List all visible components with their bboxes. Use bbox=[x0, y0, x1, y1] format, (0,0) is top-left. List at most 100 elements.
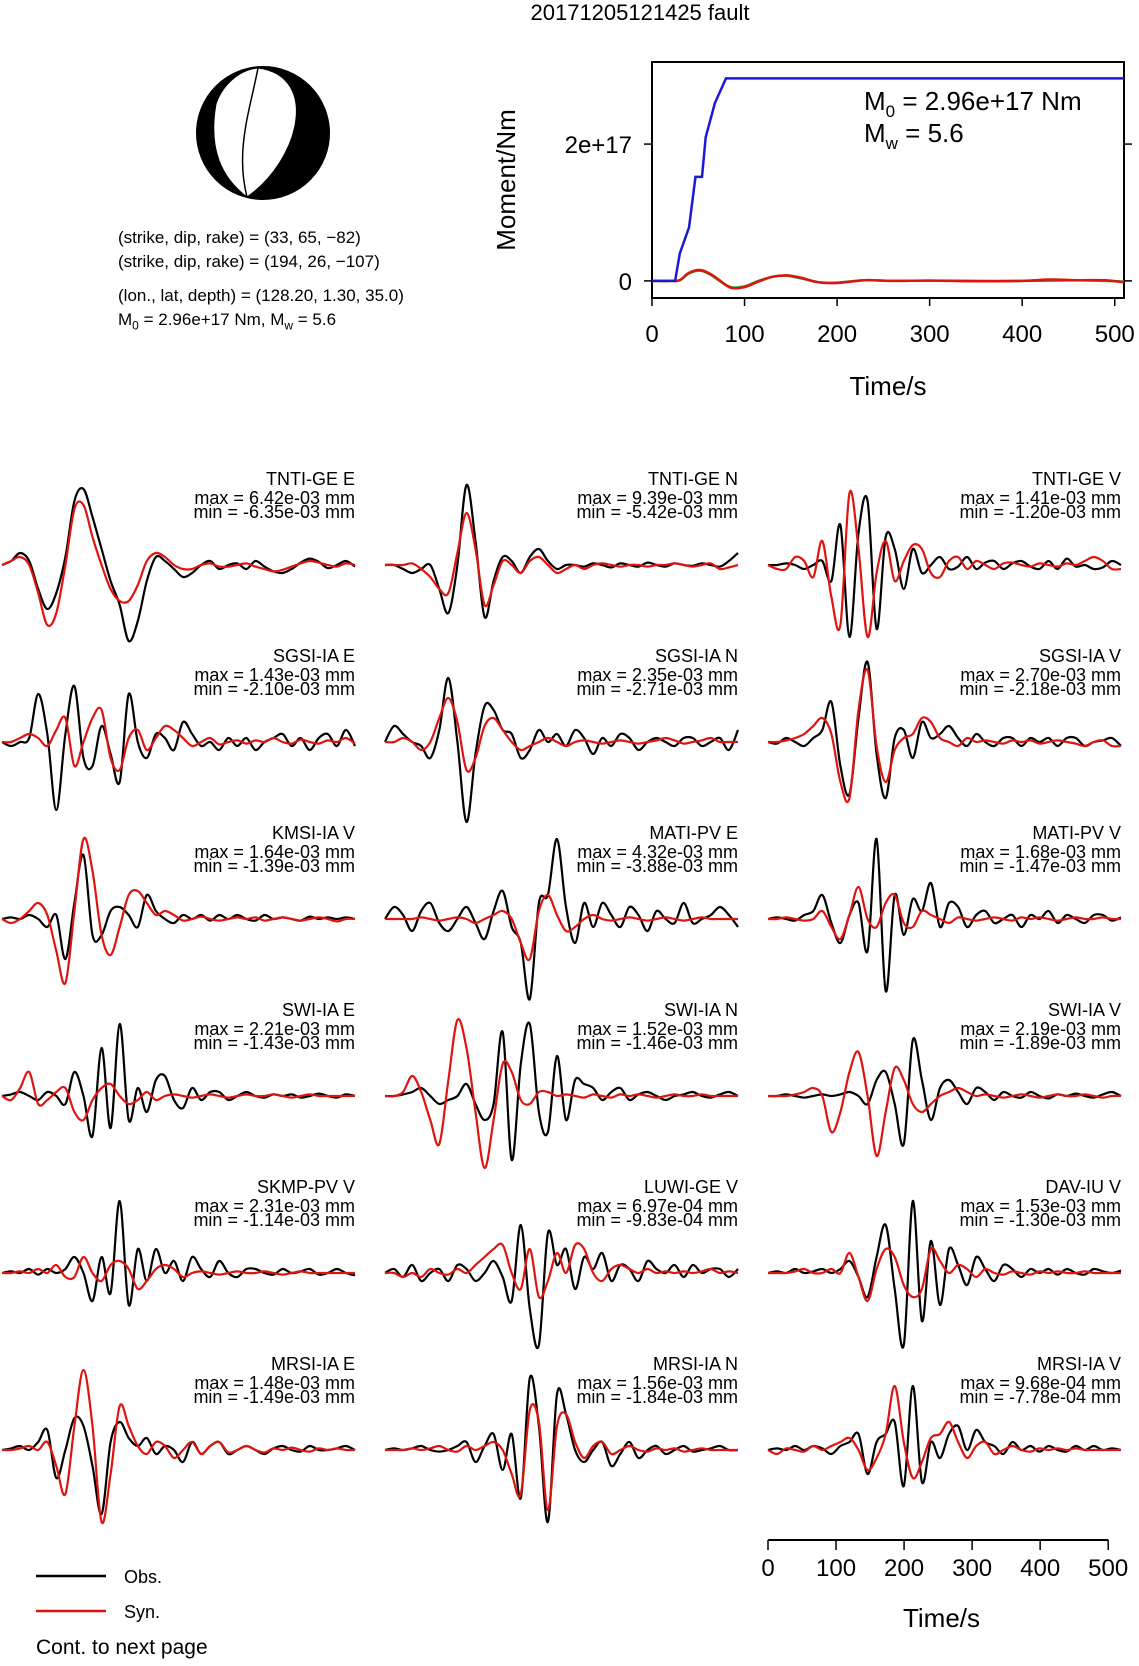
min-amplitude-label: min = -9.83e-04 mm bbox=[576, 1210, 738, 1230]
waveform-time-axis: 0 100 200 300 400 500 Time/s bbox=[761, 1539, 1128, 1633]
max-amplitude-label: max = 4.32e-03 mm bbox=[577, 842, 738, 862]
station-label: TNTI-GE E bbox=[266, 469, 355, 489]
max-amplitude-label: max = 2.70e-03 mm bbox=[960, 665, 1121, 685]
syn-trace bbox=[1, 1368, 356, 1525]
station-label: SGSI-IA V bbox=[1039, 646, 1121, 666]
time-axis-tick-label: 0 bbox=[761, 1555, 774, 1582]
mechanism-plane-1: (strike, dip, rake) = (33, 65, −82) bbox=[118, 228, 361, 247]
moment-x-tick-label: 300 bbox=[910, 321, 950, 348]
m0-symbol: M bbox=[118, 310, 133, 329]
obs-trace bbox=[767, 1199, 1122, 1349]
moment-x-tick-label: 500 bbox=[1095, 321, 1135, 348]
min-amplitude-label: min = -6.35e-03 mm bbox=[193, 502, 355, 522]
max-amplitude-label: max = 6.97e-04 mm bbox=[577, 1196, 738, 1216]
syn-trace bbox=[767, 489, 1122, 639]
min-amplitude-label: min = -1.46e-03 mm bbox=[576, 1033, 738, 1053]
continuation-note: Cont. to next page bbox=[36, 1636, 208, 1659]
obs-trace bbox=[384, 837, 739, 1001]
moment-x-tick-label: 0 bbox=[645, 321, 658, 348]
legend-label-syn: Syn. bbox=[124, 1602, 160, 1622]
time-axis-tick-label: 100 bbox=[816, 1555, 856, 1582]
max-amplitude-label: max = 1.53e-03 mm bbox=[960, 1196, 1121, 1216]
m0-value: = 2.96e+17 Nm, M bbox=[138, 310, 285, 329]
time-axis-tick-label: 200 bbox=[884, 1555, 924, 1582]
station-label: SWI-IA V bbox=[1048, 1000, 1121, 1020]
moment-x-tick-label: 100 bbox=[725, 321, 765, 348]
moment-m0-annotation: M0 = 2.96e+17 Nm bbox=[864, 86, 1082, 121]
syn-trace bbox=[1, 706, 356, 773]
max-amplitude-label: max = 2.35e-03 mm bbox=[577, 665, 738, 685]
max-amplitude-label: max = 1.43e-03 mm bbox=[194, 665, 355, 685]
time-axis-tick-label: 300 bbox=[952, 1555, 992, 1582]
station-label: MRSI-IA V bbox=[1037, 1354, 1121, 1374]
moment-plot-frame bbox=[651, 61, 1125, 299]
station-label: KMSI-IA V bbox=[272, 823, 355, 843]
syn-trace bbox=[384, 1403, 738, 1512]
moment-x-tick-label: 400 bbox=[1002, 321, 1042, 348]
min-amplitude-label: min = -7.78e-04 mm bbox=[959, 1387, 1121, 1407]
moment-x-axis-label: Time/s bbox=[849, 371, 926, 401]
moment-y-tick-label: 0 bbox=[619, 269, 632, 296]
obs-trace bbox=[767, 1384, 1122, 1488]
min-amplitude-label: min = -2.18e-03 mm bbox=[959, 679, 1121, 699]
obs-trace bbox=[767, 837, 1122, 993]
figure-title: 20171205121425 fault bbox=[531, 0, 750, 25]
max-amplitude-label: max = 2.19e-03 mm bbox=[960, 1019, 1121, 1039]
obs-trace bbox=[384, 1223, 739, 1350]
min-amplitude-label: min = -1.47e-03 mm bbox=[959, 856, 1121, 876]
syn-trace bbox=[1, 1070, 355, 1122]
syn-trace bbox=[384, 696, 738, 773]
mw-value: = 5.6 bbox=[293, 310, 337, 329]
beachball-icon bbox=[196, 66, 330, 200]
station-label: LUWI-GE V bbox=[644, 1177, 738, 1197]
max-amplitude-label: max = 1.48e-03 mm bbox=[194, 1373, 355, 1393]
station-label: SWI-IA E bbox=[282, 1000, 355, 1020]
syn-trace bbox=[384, 1242, 739, 1300]
min-amplitude-label: min = -1.39e-03 mm bbox=[193, 856, 355, 876]
syn-trace bbox=[767, 668, 1122, 804]
station-label: MATI-PV V bbox=[1032, 823, 1121, 843]
station-label: SKMP-PV V bbox=[257, 1177, 355, 1197]
max-amplitude-label: max = 1.56e-03 mm bbox=[577, 1373, 738, 1393]
station-label: DAV-IU V bbox=[1045, 1177, 1121, 1197]
min-amplitude-label: min = -1.49e-03 mm bbox=[193, 1387, 355, 1407]
max-amplitude-label: max = 1.64e-03 mm bbox=[194, 842, 355, 862]
syn-trace bbox=[384, 1017, 738, 1170]
station-label: MRSI-IA E bbox=[271, 1354, 355, 1374]
syn-trace bbox=[767, 885, 1122, 941]
syn-trace bbox=[767, 1050, 1122, 1158]
obs-trace bbox=[767, 660, 1122, 800]
max-amplitude-label: max = 6.42e-03 mm bbox=[194, 488, 355, 508]
station-label: SWI-IA N bbox=[664, 1000, 738, 1020]
min-amplitude-label: min = -1.14e-03 mm bbox=[193, 1210, 355, 1230]
time-axis-tick-label: 400 bbox=[1020, 1555, 1060, 1582]
min-amplitude-label: min = -1.30e-03 mm bbox=[959, 1210, 1121, 1230]
min-amplitude-label: min = -2.10e-03 mm bbox=[193, 679, 355, 699]
mechanism-location: (lon., lat, depth) = (128.20, 1.30, 35.0… bbox=[118, 286, 404, 305]
station-label: MATI-PV E bbox=[649, 823, 738, 843]
min-amplitude-label: min = -1.84e-03 mm bbox=[576, 1387, 738, 1407]
m0-subscript: 0 bbox=[132, 318, 139, 333]
syn-trace bbox=[384, 893, 738, 962]
syn-trace bbox=[1, 1255, 355, 1291]
min-amplitude-label: min = -1.20e-03 mm bbox=[959, 502, 1121, 522]
mechanism-plane-2: (strike, dip, rake) = (194, 26, −107) bbox=[118, 252, 380, 271]
station-label: TNTI-GE N bbox=[648, 469, 738, 489]
moment-x-tick-label: 200 bbox=[817, 321, 857, 348]
moment-series-syn bbox=[651, 268, 1125, 290]
